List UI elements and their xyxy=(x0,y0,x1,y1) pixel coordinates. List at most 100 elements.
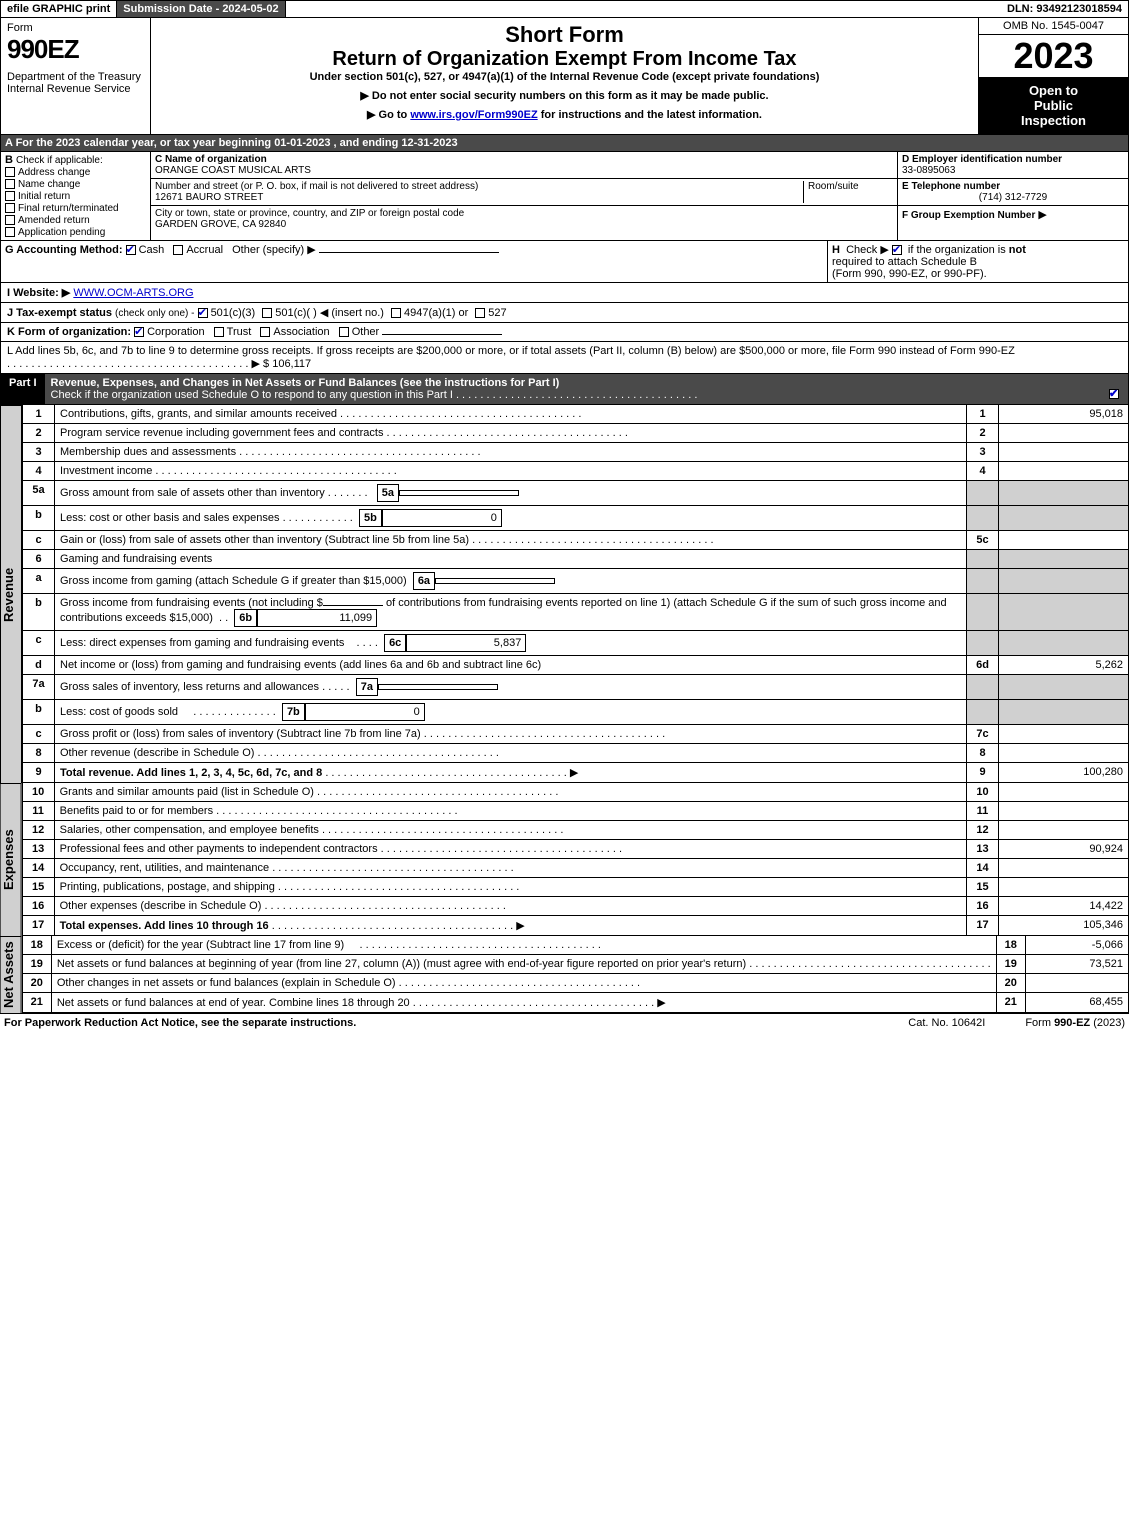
check-other-org[interactable] xyxy=(339,327,349,337)
netassets-table: 18Excess or (deficit) for the year (Subt… xyxy=(22,936,1129,1013)
val-7b: 0 xyxy=(305,703,425,721)
amt-14 xyxy=(999,859,1129,878)
table-row: 15Printing, publications, postage, and s… xyxy=(22,878,1128,897)
val-5b: 0 xyxy=(382,509,502,527)
part-i-body: Revenue 1Contributions, gifts, grants, a… xyxy=(0,405,1129,783)
amt-10 xyxy=(999,783,1129,802)
e-phone-label: E Telephone number xyxy=(902,181,1124,192)
table-row: 21Net assets or fund balances at end of … xyxy=(22,993,1128,1013)
val-6c: 5,837 xyxy=(406,634,526,652)
instruction-2: ▶ Go to www.irs.gov/Form990EZ for instru… xyxy=(157,108,972,121)
table-row: 14Occupancy, rent, utilities, and mainte… xyxy=(22,859,1128,878)
check-amended-return[interactable] xyxy=(5,215,15,225)
table-row: bLess: cost or other basis and sales exp… xyxy=(23,506,1129,531)
check-corporation[interactable] xyxy=(134,327,144,337)
revenue-side-label: Revenue xyxy=(0,405,22,783)
j-label: J Tax-exempt status xyxy=(7,307,112,319)
top-bar: efile GRAPHIC print Submission Date - 20… xyxy=(0,0,1129,18)
efile-print[interactable]: efile GRAPHIC print xyxy=(1,1,117,17)
table-row: 16Other expenses (describe in Schedule O… xyxy=(22,897,1128,916)
val-7a xyxy=(378,684,498,690)
form-header: Form 990EZ Department of the Treasury In… xyxy=(0,18,1129,135)
i-label: I Website: ▶ xyxy=(7,287,70,299)
expenses-side-label: Expenses xyxy=(0,783,22,936)
table-row: 6Gaming and fundraising events xyxy=(23,550,1129,569)
check-initial-return[interactable] xyxy=(5,191,15,201)
val-5a xyxy=(399,490,519,496)
check-association[interactable] xyxy=(260,327,270,337)
line-i-website: I Website: ▶ WWW.OCM-ARTS.ORG xyxy=(0,283,1129,303)
b-label: B xyxy=(5,154,13,166)
line-j-tax-exempt: J Tax-exempt status (check only one) - 5… xyxy=(0,303,1129,323)
d-ein-label: D Employer identification number xyxy=(902,154,1124,165)
section-gh: G Accounting Method: Cash Accrual Other … xyxy=(0,241,1129,283)
check-address-change[interactable] xyxy=(5,167,15,177)
section-bcdef: B Check if applicable: Address change Na… xyxy=(0,152,1129,241)
check-schedule-b-not-required[interactable] xyxy=(892,245,902,255)
table-row: 17Total expenses. Add lines 10 through 1… xyxy=(22,916,1128,936)
table-row: 5aGross amount from sale of assets other… xyxy=(23,481,1129,506)
check-trust[interactable] xyxy=(214,327,224,337)
val-6b: 11,099 xyxy=(257,609,377,627)
check-501c3[interactable] xyxy=(198,308,208,318)
amt-12 xyxy=(999,821,1129,840)
amt-18: -5,066 xyxy=(1025,936,1128,955)
col-c: C Name of organization ORANGE COAST MUSI… xyxy=(151,152,898,240)
check-schedule-o-part-i[interactable] xyxy=(1109,389,1119,399)
revenue-table: 1Contributions, gifts, grants, and simil… xyxy=(22,405,1129,783)
table-row: cLess: direct expenses from gaming and f… xyxy=(23,631,1129,656)
val-6a xyxy=(435,578,555,584)
table-row: 4Investment income4 xyxy=(23,462,1129,481)
org-city: GARDEN GROVE, CA 92840 xyxy=(155,219,893,230)
amt-15 xyxy=(999,878,1129,897)
col-b: B Check if applicable: Address change Na… xyxy=(1,152,151,240)
check-501c[interactable] xyxy=(262,308,272,318)
table-row: cGross profit or (loss) from sales of in… xyxy=(23,725,1129,744)
table-row: 20Other changes in net assets or fund ba… xyxy=(22,974,1128,993)
amt-11 xyxy=(999,802,1129,821)
website-link[interactable]: WWW.OCM-ARTS.ORG xyxy=(73,287,193,299)
line-a-tax-year: A For the 2023 calendar year, or tax yea… xyxy=(0,135,1129,152)
footer-right: Form 990-EZ (2023) xyxy=(985,1017,1125,1029)
table-row: 2Program service revenue including gover… xyxy=(23,424,1129,443)
check-name-change[interactable] xyxy=(5,179,15,189)
dln: DLN: 93492123018594 xyxy=(1001,1,1128,17)
gross-receipts-value: 106,117 xyxy=(272,358,311,370)
amt-21: 68,455 xyxy=(1025,993,1128,1013)
amt-13: 90,924 xyxy=(999,840,1129,859)
fundraising-blank[interactable] xyxy=(323,605,383,606)
table-row: dNet income or (loss) from gaming and fu… xyxy=(23,656,1129,675)
irs-link[interactable]: www.irs.gov/Form990EZ xyxy=(410,109,537,121)
check-final-return[interactable] xyxy=(5,203,15,213)
check-527[interactable] xyxy=(475,308,485,318)
g-other: Other (specify) ▶ xyxy=(232,244,316,256)
amt-3 xyxy=(999,443,1129,462)
amt-1: 95,018 xyxy=(999,405,1129,424)
k-other-field[interactable] xyxy=(382,334,502,335)
amt-2 xyxy=(999,424,1129,443)
part-i-title: Revenue, Expenses, and Changes in Net As… xyxy=(45,374,1128,404)
check-4947a1[interactable] xyxy=(391,308,401,318)
c-name-label: C Name of organization xyxy=(155,154,893,165)
phone-value: (714) 312-7729 xyxy=(902,192,1124,203)
amt-5c xyxy=(999,531,1129,550)
check-cash[interactable] xyxy=(126,245,136,255)
room-suite-label: Room/suite xyxy=(803,181,893,203)
table-row: aGross income from gaming (attach Schedu… xyxy=(23,569,1129,594)
table-row: 19Net assets or fund balances at beginni… xyxy=(22,955,1128,974)
table-row: bGross income from fundraising events (n… xyxy=(23,594,1129,631)
h-label: H xyxy=(832,244,840,256)
dept-treasury: Department of the Treasury xyxy=(7,71,144,83)
check-accrual[interactable] xyxy=(173,245,183,255)
g-other-field[interactable] xyxy=(319,252,499,253)
omb-number: OMB No. 1545-0047 xyxy=(979,18,1128,35)
table-row: 9Total revenue. Add lines 1, 2, 3, 4, 5c… xyxy=(23,763,1129,783)
table-row: 1Contributions, gifts, grants, and simil… xyxy=(23,405,1129,424)
page-footer: For Paperwork Reduction Act Notice, see … xyxy=(0,1013,1129,1032)
l-text: L Add lines 5b, 6c, and 7b to line 9 to … xyxy=(7,345,1015,357)
c-street-label: Number and street (or P. O. box, if mail… xyxy=(155,181,803,192)
amt-7c xyxy=(999,725,1129,744)
check-application-pending[interactable] xyxy=(5,227,15,237)
open-to-public: Open toPublicInspection xyxy=(979,77,1128,134)
submission-date: Submission Date - 2024-05-02 xyxy=(117,1,285,17)
